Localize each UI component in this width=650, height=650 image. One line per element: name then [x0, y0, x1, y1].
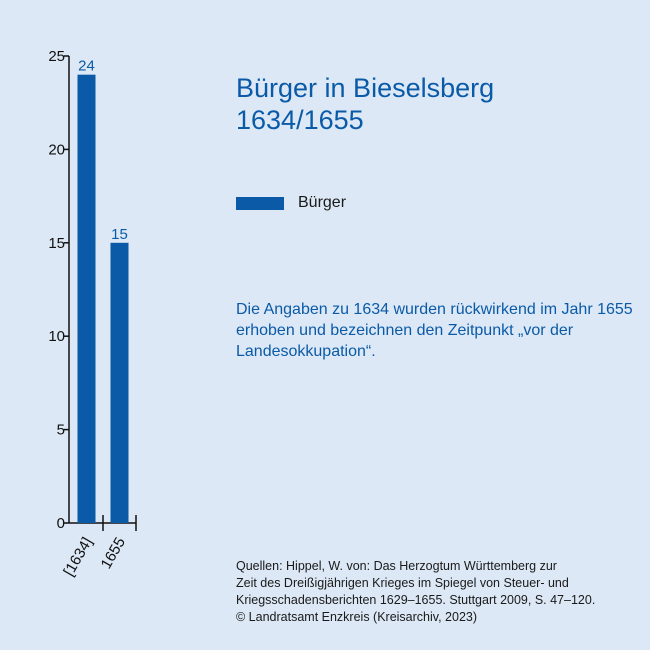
bar-value-label-1: 15 [111, 226, 128, 243]
sources-block: Quellen: Hippel, W. von: Das Herzogtum W… [236, 558, 636, 626]
x-category-label-0: [1634] [60, 535, 96, 580]
bar-0 [77, 74, 96, 524]
legend: Bürger [236, 194, 346, 212]
source-line-2: Zeit des Dreißigjährigen Krieges im Spie… [236, 576, 569, 590]
y-tick-label-0: 0 [57, 515, 65, 532]
source-line-1: Quellen: Hippel, W. von: Das Herzogtum W… [236, 559, 557, 573]
y-tick-label-2: 10 [48, 328, 65, 345]
bar-1 [110, 242, 129, 524]
legend-swatch [236, 196, 284, 210]
bar-chart: 0 5 10 15 20 25 24 [1634] 15 1655 [48, 48, 137, 580]
chart-note: Die Angaben zu 1634 wurden rückwirkend i… [236, 301, 633, 360]
y-tick-label-1: 5 [57, 422, 65, 439]
legend-label: Bürger [298, 194, 347, 211]
y-tick-label-4: 20 [48, 141, 65, 158]
chart-title-block: Bürger in Bieselsberg 1634/1655 [236, 72, 494, 136]
source-line-3: Kriegsschadensberichten 1629–1655. Stutt… [236, 593, 596, 607]
y-tick-label-3: 15 [48, 235, 65, 252]
bar-value-label-0: 24 [78, 58, 95, 75]
chart-subtitle: 1634/1655 [236, 105, 364, 135]
x-category-label-1: 1655 [98, 535, 129, 572]
chart-title: Bürger in Bieselsberg [236, 73, 495, 103]
y-tick-label-5: 25 [48, 48, 65, 65]
copyright-line: © Landratsamt Enzkreis (Kreisarchiv, 202… [236, 610, 478, 624]
